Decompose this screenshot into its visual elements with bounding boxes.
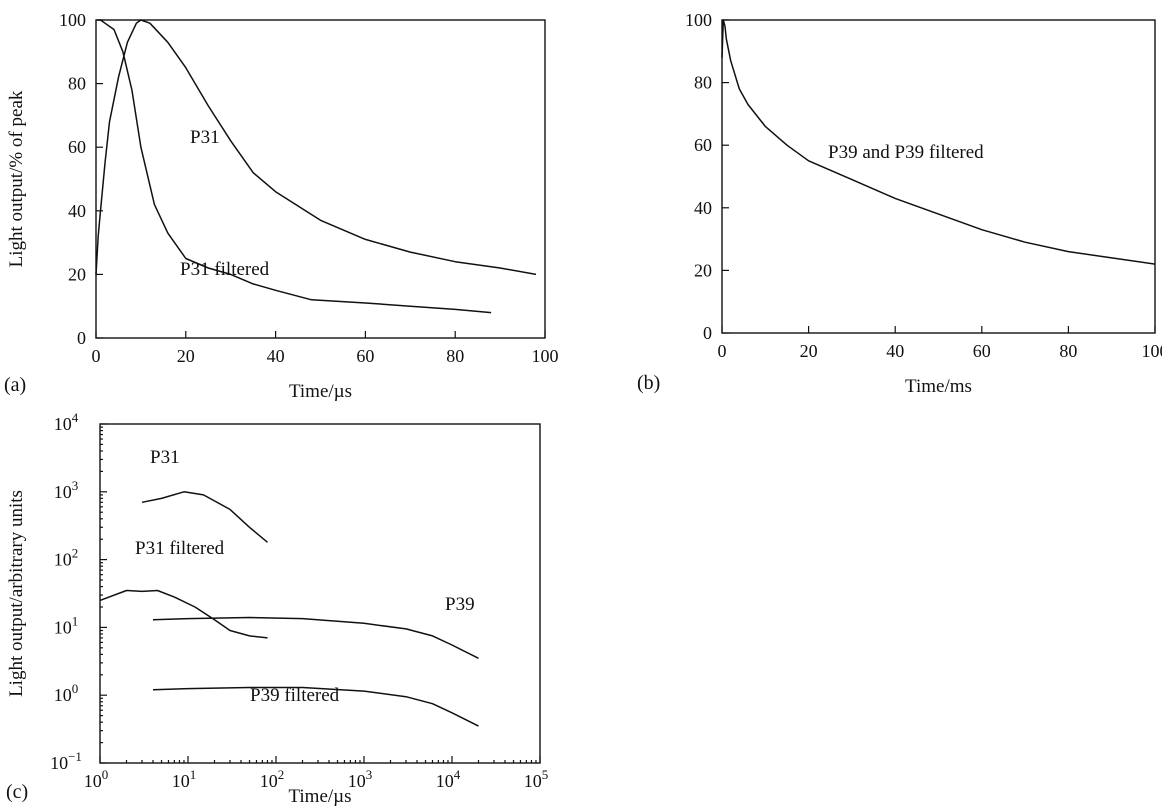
panel-label: (a) [4, 374, 26, 396]
chart-panel-c: 100 101 102 103 104 10510−1100101102103104Tim… [6, 410, 548, 807]
annotation-p31: P31 [190, 127, 220, 148]
y-tick-label: 80 [694, 73, 712, 93]
x-axis-label: Time/µs [289, 381, 352, 402]
annotation-p39-and-p39-filtered: P39 and P39 filtered [828, 142, 984, 163]
series-line-p31-filtered [97, 19, 492, 314]
panel-label: (c) [6, 781, 28, 803]
y-axis-label: Light output/% of peak [6, 90, 27, 267]
x-tick-label: 105 [524, 767, 549, 791]
y-tick-label: 80 [68, 74, 86, 94]
series-line-p31 [95, 19, 537, 276]
y-axis-label: Light output/arbitrary units [6, 490, 27, 697]
x-tick-label: 80 [1059, 341, 1077, 361]
chart-panel-a: 0 20 40 60 80 100 0 20 40 60 80 100 Time/µs Light out… [4, 10, 559, 402]
y-tick-label: 102 [54, 546, 79, 570]
y-tick-label: 104 [54, 410, 79, 434]
y-tick-label: 20 [68, 264, 86, 284]
x-tick-label: 60 [356, 346, 374, 366]
plot-frame [99, 423, 541, 764]
x-tick-label: 20 [177, 346, 195, 366]
y-tick-label: 100 [54, 681, 79, 705]
y-tick-label: 0 [703, 323, 712, 343]
x-tick-label: 0 [718, 341, 727, 361]
x-tick-label: 0 [92, 346, 101, 366]
x-tick-label: 20 [800, 341, 818, 361]
x-tick-label: 100 [84, 767, 109, 791]
x-tick-label: 100 [1142, 341, 1162, 361]
chart-panel-b: 0 20 40 60 80 100 0 20 40 60 80 100 Time/ms (b) P39 an… [637, 10, 1162, 397]
y-tick-label: 100 [59, 10, 86, 30]
x-tick-label: 104 [436, 767, 461, 791]
x-tick-label: 40 [267, 346, 285, 366]
y-tick-label: 100 [685, 10, 712, 30]
y-tick-label: 0 [77, 328, 86, 348]
y-tick-label: 40 [694, 198, 712, 218]
series-line-p39 [152, 616, 479, 659]
y-tick-label: 60 [694, 135, 712, 155]
annotation-p31-filtered: P31 filtered [180, 259, 270, 280]
annotation-p31-filtered: P31 filtered [135, 538, 225, 559]
series-line-p31-filtered [99, 589, 268, 639]
plot-frame [95, 19, 546, 339]
x-tick-label: 102 [260, 767, 285, 791]
series-line-p39-filtered [152, 686, 479, 727]
x-tick-label: 100 [532, 346, 559, 366]
annotation-p39-filtered: P39 filtered [250, 685, 340, 706]
x-tick-label: 60 [973, 341, 991, 361]
x-axis-label: Time/µs [288, 786, 351, 807]
y-tick-label: 60 [68, 137, 86, 157]
x-tick-label: 40 [886, 341, 904, 361]
panel-label: (b) [637, 372, 660, 394]
series-line-p31 [141, 491, 268, 543]
x-tick-label: 103 [348, 767, 373, 791]
x-tick-label: 101 [172, 767, 197, 791]
y-tick-label: 103 [54, 478, 79, 502]
y-tick-label: 10−1 [50, 749, 82, 773]
x-tick-label: 80 [446, 346, 464, 366]
plot-frame [721, 19, 1156, 334]
y-tick-label: 101 [54, 613, 79, 637]
y-tick-label: 20 [694, 260, 712, 280]
x-axis-label: Time/ms [905, 376, 972, 397]
annotation-p31: P31 [150, 447, 180, 468]
y-tick-label: 40 [68, 201, 86, 221]
annotation-p39: P39 [445, 594, 475, 615]
series-line-p39-and-p39-filtered [721, 19, 1156, 265]
